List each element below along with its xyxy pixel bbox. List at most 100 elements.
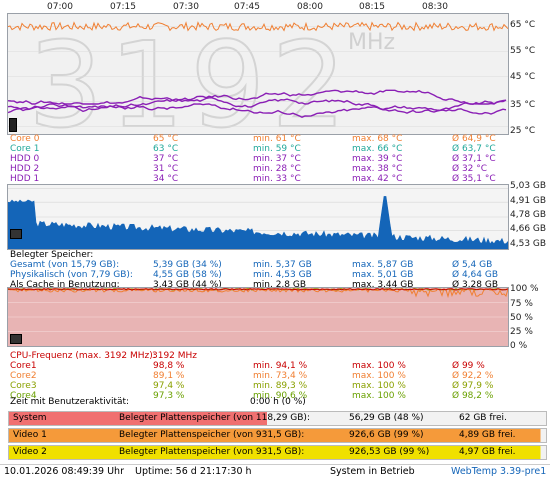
temp-y-label: 35 °C [510, 100, 536, 110]
time-tick: 07:45 [234, 2, 260, 12]
time-tick: 08:30 [422, 2, 448, 12]
cpu-frequency-value: 3192 MHz [152, 351, 198, 361]
legend-min: min. 73,4 % [253, 371, 308, 381]
core-temp-line [8, 21, 508, 32]
legend-max: max. 3,44 GB [352, 280, 414, 290]
legend-avg: Ø 5,4 GB [452, 260, 493, 270]
legend-max: max. 100 % [352, 371, 406, 381]
time-tick: 07:15 [110, 2, 136, 12]
legend-name: Core3 [10, 381, 37, 391]
mem-y-label: 4,78 GB [510, 210, 547, 220]
legend-cur: 37 °C [153, 154, 179, 164]
mem-y-label: 4,66 GB [510, 224, 547, 234]
legend-min: min. 28 °C [253, 164, 301, 174]
legend-avg: Ø 63,7 °C [452, 144, 496, 154]
legend-min: min. 90,6 % [253, 391, 308, 401]
ram-chip-icon [10, 229, 22, 239]
legend-max: max. 5,87 GB [352, 260, 414, 270]
user-activity-value: 0:00 h (0 %) [250, 397, 306, 407]
legend-name: Physikalisch (von 7,79 GB): [10, 270, 133, 280]
cpu-y-label: 75 % [510, 299, 533, 309]
disk-name: System [13, 413, 47, 423]
legend-min: min. 61 °C [253, 134, 301, 144]
disk-name: Video 1 [13, 430, 47, 440]
legend-avg: Ø 37,1 °C [452, 154, 496, 164]
legend-min: min. 37 °C [253, 154, 301, 164]
hdd-temp-line [8, 89, 507, 105]
uptime: Uptime: 56 d 21:17:30 h [135, 466, 252, 477]
datetime: 10.01.2026 08:49:39 Uhr [4, 466, 124, 477]
cpu-y-label: 0 % [510, 341, 528, 351]
legend-name: Gesamt (von 15,79 GB): [10, 260, 120, 270]
legend-max: max. 100 % [352, 361, 406, 371]
disk-used: 56,29 GB (48 %) [349, 413, 424, 423]
disk-free: 4,89 GB frei. [459, 430, 516, 440]
disk-used: 926,53 GB (99 %) [349, 447, 430, 457]
legend-max: max. 68 °C [352, 134, 403, 144]
legend-name: Core2 [10, 371, 37, 381]
memory-chart [7, 184, 509, 250]
disk-usage-bar: Video 2 Belegter Plattenspeicher (von 931… [8, 445, 547, 460]
legend-cur: 98,8 % [153, 361, 185, 371]
disk-desc: Belegter Plattenspeicher (von 118,29 GB)… [119, 413, 310, 423]
disk-desc: Belegter Plattenspeicher (von 931,5 GB): [119, 447, 305, 457]
hdd-temp-line [8, 103, 507, 118]
temp-y-label: 45 °C [510, 72, 536, 82]
legend-name: HDD 2 [10, 164, 40, 174]
disk-free: 62 GB frei. [459, 413, 507, 423]
legend-avg: Ø 98,2 % [452, 391, 494, 401]
legend-avg: Ø 32 °C [452, 164, 488, 174]
disk-free: 4,97 GB frei. [459, 447, 516, 457]
time-axis: 07:00 07:15 07:30 07:45 08:00 08:15 08:3… [0, 0, 550, 12]
legend-max: max. 38 °C [352, 164, 403, 174]
legend-cur: 31 °C [153, 164, 179, 174]
cpu-y-label: 50 % [510, 313, 533, 323]
disk-usage-bar: System Belegter Plattenspeicher (von 118,… [8, 411, 547, 426]
mem-y-label: 5,03 GB [510, 181, 547, 191]
cpu-chart [7, 287, 509, 347]
legend-name: Core 0 [10, 134, 40, 144]
disk-desc: Belegter Plattenspeicher (von 931,5 GB): [119, 430, 305, 440]
legend-name: HDD 0 [10, 154, 40, 164]
legend-max: max. 66 °C [352, 144, 403, 154]
temp-y-label: 55 °C [510, 46, 536, 56]
time-tick: 08:15 [359, 2, 385, 12]
legend-max: max. 39 °C [352, 154, 403, 164]
legend-max: max. 42 °C [352, 174, 403, 184]
system-status: System in Betrieb [330, 466, 415, 477]
memory-area [8, 196, 508, 249]
legend-min: min. 33 °C [253, 174, 301, 184]
legend-avg: Ø 4,64 GB [452, 270, 498, 280]
disk-used: 926,6 GB (99 %) [349, 430, 424, 440]
cpu-core-line [8, 288, 508, 291]
legend-cur: 5,39 GB (34 %) [153, 260, 222, 270]
temp-y-label: 65 °C [510, 20, 536, 30]
legend-avg: Ø 92,2 % [452, 371, 494, 381]
legend-cur: 3,43 GB (44 %) [153, 280, 222, 290]
time-tick: 08:00 [297, 2, 323, 12]
legend-cur: 97,3 % [153, 391, 185, 401]
legend-cur: 63 °C [153, 144, 179, 154]
temp-y-label: 25 °C [510, 126, 536, 136]
legend-name: Core1 [10, 361, 37, 371]
legend-min: min. 4,53 GB [253, 270, 312, 280]
legend-cur: 89,1 % [153, 371, 185, 381]
user-activity-label: Zeit mit Benutzeraktivität: [10, 397, 130, 407]
time-tick: 07:00 [47, 2, 73, 12]
legend-name: HDD 1 [10, 174, 40, 184]
mem-y-label: 4,53 GB [510, 239, 547, 249]
memory-title: Belegter Speicher: [10, 250, 94, 260]
legend-max: max. 100 % [352, 381, 406, 391]
legend-avg: Ø 35,1 °C [452, 174, 496, 184]
legend-cur: 97,4 % [153, 381, 185, 391]
cpu-frequency-label: CPU-Frequenz (max. 3192 MHz): [10, 351, 156, 361]
legend-min: min. 89,3 % [253, 381, 308, 391]
legend-avg: Ø 3,28 GB [452, 280, 498, 290]
mem-y-label: 4,91 GB [510, 196, 547, 206]
legend-name: Als Cache in Benutzung: [10, 280, 120, 290]
legend-avg: Ø 99 % [452, 361, 485, 371]
hdd-temp-line [8, 97, 507, 113]
legend-cur: 34 °C [153, 174, 179, 184]
legend-name: Core4 [10, 391, 37, 401]
legend-min: min. 2,8 GB [253, 280, 307, 290]
